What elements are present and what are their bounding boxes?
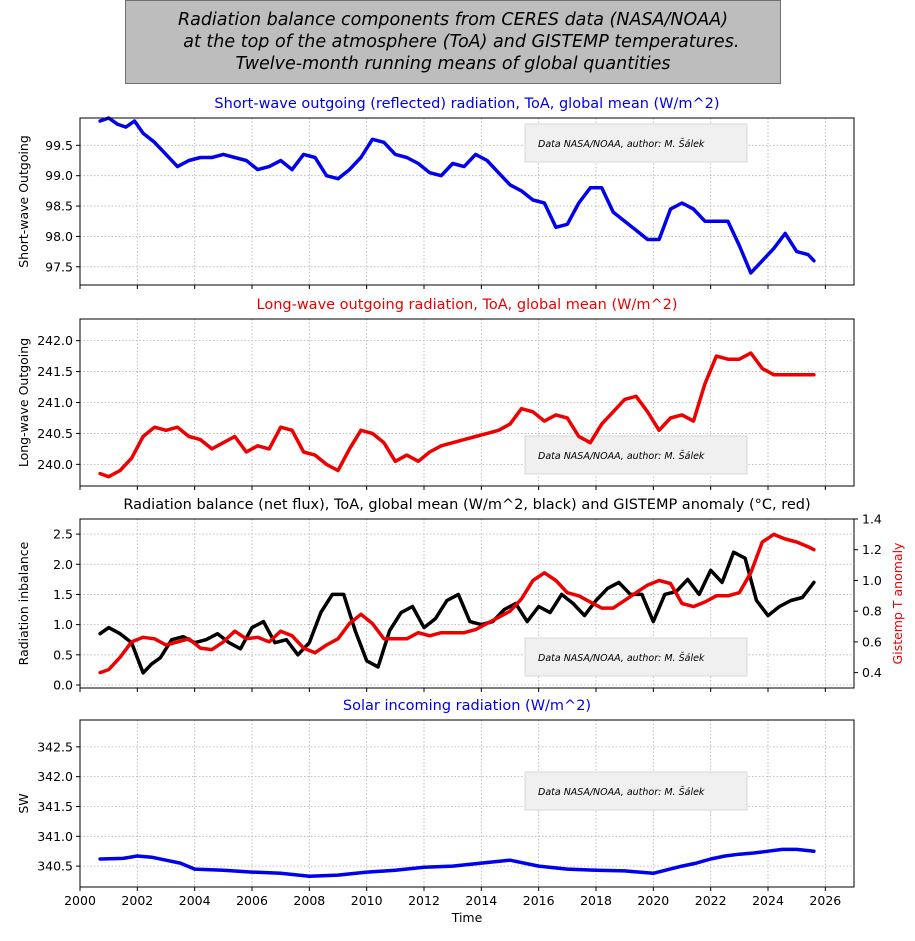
- suptitle-line-1: Radiation balance components from CERES …: [177, 10, 729, 30]
- x-tick-label: 2014: [465, 893, 497, 908]
- annotation-text: Data NASA/NOAA, author: M. Šálek: [538, 786, 705, 798]
- y2-axis-label: Gistemp T anomaly: [890, 542, 905, 664]
- x-tick-label: 2012: [408, 893, 440, 908]
- x-tick-label: 2008: [293, 893, 325, 908]
- suptitle-line-2: at the top of the atmosphere (ToA) and G…: [166, 32, 740, 52]
- y-tick-label: 98.5: [45, 199, 73, 214]
- y-tick-label: 240.5: [37, 426, 73, 441]
- x-tick-label: 2000: [64, 893, 96, 908]
- annotation-box: [524, 637, 748, 677]
- series-line-3-0: [98, 847, 816, 879]
- y-tick-label: 0.5: [53, 647, 73, 662]
- x-tick-label: 2024: [752, 893, 784, 908]
- series-line-1-0: [98, 351, 816, 479]
- x-axis-label: Time: [451, 910, 483, 925]
- annotation-box: [524, 771, 748, 811]
- y-tick-label: 2.5: [53, 527, 73, 542]
- annotation-text: Data NASA/NOAA, author: M. Šálek: [538, 652, 705, 664]
- x-tick-label: 2026: [809, 893, 841, 908]
- y2-tick-label: 0.6: [862, 634, 882, 649]
- y-tick-label: 240.0: [37, 457, 73, 472]
- x-tick-label: 2004: [179, 893, 211, 908]
- y2-tick-label: 1.0: [862, 573, 882, 588]
- y-tick-label: 0.0: [53, 677, 73, 692]
- y2-tick-label: 0.4: [862, 665, 882, 680]
- y-tick-label: 99.5: [45, 138, 73, 153]
- x-tick-label: 2022: [695, 893, 727, 908]
- annotation-box: [524, 123, 748, 163]
- x-tick-label: 2006: [236, 893, 268, 908]
- x-tick-label: 2002: [121, 893, 153, 908]
- y-tick-label: 241.5: [37, 364, 73, 379]
- y-tick-label: 97.5: [45, 259, 73, 274]
- y-tick-label: 341.5: [37, 799, 73, 814]
- y-tick-label: 242.0: [37, 333, 73, 348]
- y-tick-label: 1.5: [53, 587, 73, 602]
- y-tick-label: 341.0: [37, 829, 73, 844]
- x-tick-label: 2018: [580, 893, 612, 908]
- y-tick-label: 340.5: [37, 859, 73, 874]
- series-line-0-0: [98, 116, 816, 275]
- panel-title: Long-wave outgoing radiation, ToA, globa…: [257, 297, 678, 313]
- series-line-2-1: [98, 532, 816, 675]
- x-tick-label: 2016: [523, 893, 555, 908]
- y-tick-label: 241.0: [37, 395, 73, 410]
- y-tick-label: 98.0: [45, 229, 73, 244]
- suptitle-line-3: Twelve-month running means of global qua…: [235, 54, 671, 74]
- x-tick-label: 2020: [637, 893, 669, 908]
- panel-title: Solar incoming radiation (W/m^2): [343, 698, 591, 714]
- x-tick-label: 2010: [351, 893, 383, 908]
- annotation-text: Data NASA/NOAA, author: M. Šálek: [538, 138, 705, 150]
- y2-tick-label: 1.4: [862, 512, 882, 527]
- y2-tick-label: 1.2: [862, 542, 882, 557]
- y-axis-label: Long-wave Outgoing: [16, 338, 31, 467]
- y2-tick-label: 0.8: [862, 604, 882, 619]
- y-tick-label: 342.5: [37, 739, 73, 754]
- axes-frame: [79, 117, 855, 286]
- panel-title: Radiation balance (net flux), ToA, globa…: [123, 497, 810, 513]
- y-tick-label: 2.0: [53, 557, 73, 572]
- y-tick-label: 342.0: [37, 769, 73, 784]
- panel-title: Short-wave outgoing (reflected) radiatio…: [214, 96, 719, 112]
- y-axis-label: Radiation inbalance: [16, 541, 31, 665]
- y-tick-label: 99.0: [45, 168, 73, 183]
- suptitle-box: Radiation balance components from CERES …: [125, 0, 781, 84]
- axes-frame: [79, 518, 855, 689]
- series-line-2-0: [98, 550, 816, 675]
- annotation-box: [524, 435, 748, 475]
- annotation-text: Data NASA/NOAA, author: M. Šálek: [538, 450, 705, 462]
- y-tick-label: 1.0: [53, 617, 73, 632]
- y-axis-label: Short-wave Outgoing: [16, 135, 31, 268]
- axes-frame: [79, 719, 855, 888]
- y-axis-label: SW: [16, 793, 31, 813]
